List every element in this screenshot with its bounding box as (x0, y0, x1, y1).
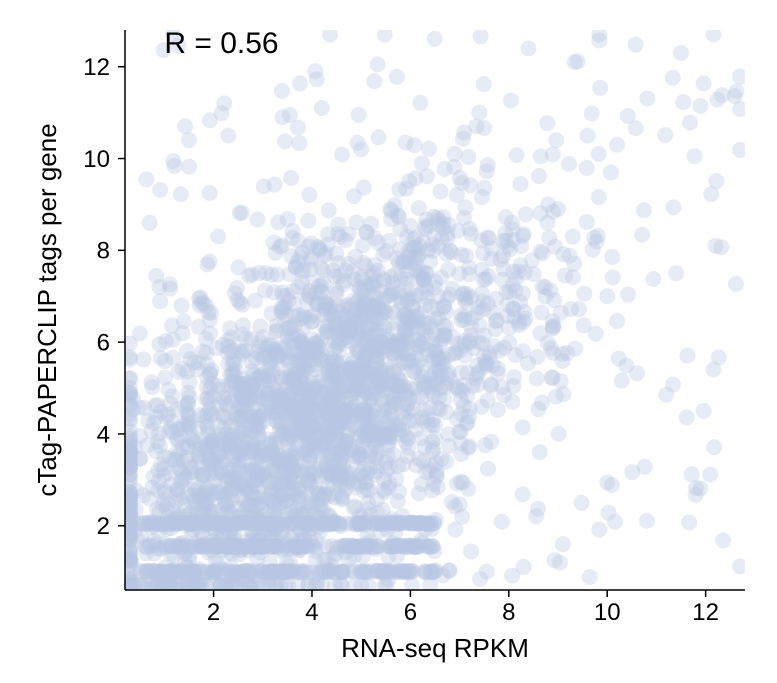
x-tick-label: 8 (502, 599, 515, 626)
x-tick-label: 4 (305, 599, 318, 626)
y-tick-label: 2 (97, 513, 110, 540)
y-tick-label: 10 (83, 146, 110, 173)
y-axis-label: cTag-PAPERCLIP tags per gene (32, 123, 62, 496)
scatter-chart: 2 4 6 8 10 12 2 4 6 8 10 12 RNA-seq RPKM cTag-PAPERCL… (0, 0, 777, 683)
x-tick-label: 12 (692, 599, 719, 626)
correlation-annotation: R = 0.56 (164, 27, 278, 60)
x-tick-label: 2 (207, 599, 220, 626)
chart-svg: 2 4 6 8 10 12 2 4 6 8 10 12 RNA-seq RPKM cTag-PAPERCL… (0, 0, 777, 683)
y-tick-label: 8 (97, 238, 110, 265)
x-tick-label: 10 (594, 599, 621, 626)
x-axis-label: RNA-seq RPKM (341, 633, 529, 663)
y-tick-label: 6 (97, 330, 110, 357)
y-tick-label: 4 (97, 421, 110, 448)
y-tick-label: 12 (83, 54, 110, 81)
x-tick-label: 6 (404, 599, 417, 626)
